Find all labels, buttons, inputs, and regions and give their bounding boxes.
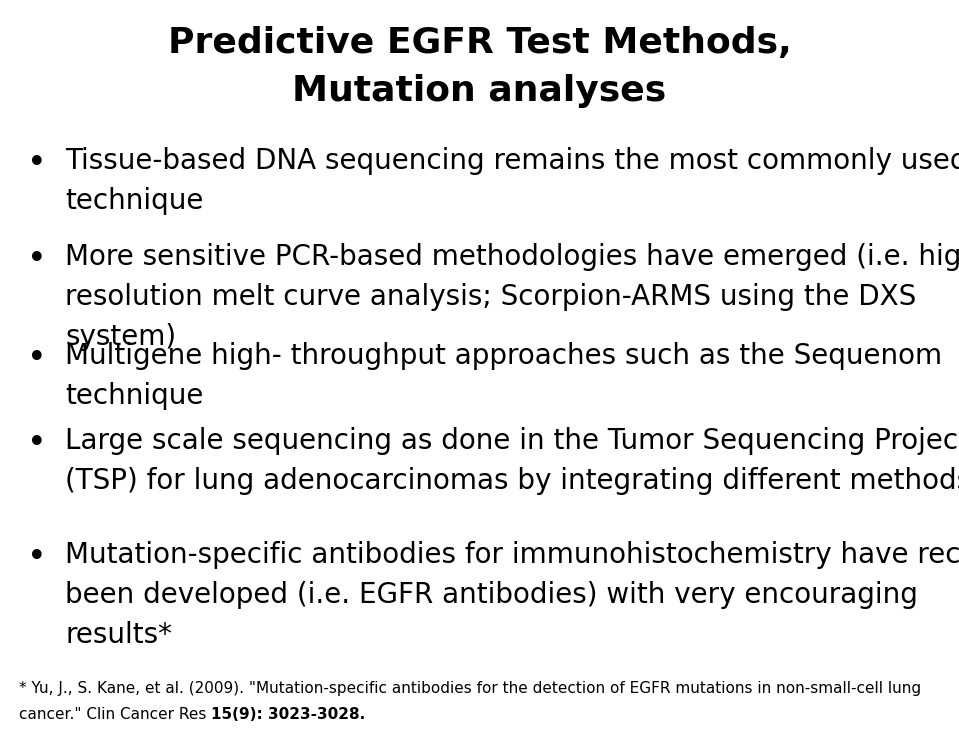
Text: •: • — [27, 427, 46, 460]
Text: Mutation analyses: Mutation analyses — [292, 74, 667, 107]
Text: •: • — [27, 243, 46, 276]
Text: Large scale sequencing as done in the Tumor Sequencing Project
(TSP) for lung ad: Large scale sequencing as done in the Tu… — [65, 427, 959, 495]
Text: •: • — [27, 147, 46, 180]
Text: Multigene high- throughput approaches such as the Sequenom
technique: Multigene high- throughput approaches su… — [65, 342, 943, 411]
Text: More sensitive PCR-based methodologies have emerged (i.e. high
resolution melt c: More sensitive PCR-based methodologies h… — [65, 243, 959, 351]
Text: •: • — [27, 541, 46, 574]
Text: Predictive EGFR Test Methods,: Predictive EGFR Test Methods, — [168, 26, 791, 60]
Text: 15(9): 3023-3028.: 15(9): 3023-3028. — [211, 707, 365, 721]
Text: •: • — [27, 342, 46, 375]
Text: Mutation-specific antibodies for immunohistochemistry have recently
been develop: Mutation-specific antibodies for immunoh… — [65, 541, 959, 649]
Text: * Yu, J., S. Kane, et al. (2009). "Mutation-specific antibodies for the detectio: * Yu, J., S. Kane, et al. (2009). "Mutat… — [19, 681, 922, 696]
Text: cancer." Clin Cancer Res: cancer." Clin Cancer Res — [19, 707, 211, 721]
Text: Tissue-based DNA sequencing remains the most commonly used
technique: Tissue-based DNA sequencing remains the … — [65, 147, 959, 216]
